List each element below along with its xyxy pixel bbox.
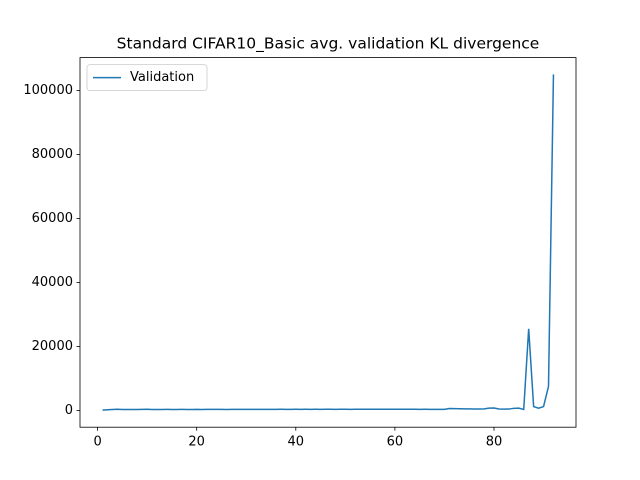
y-tick-label: 0 [65, 403, 73, 418]
y-tick-label: 60000 [32, 211, 73, 226]
line-series [102, 74, 555, 411]
y-tick-label: 20000 [32, 339, 73, 354]
axes-frame [79, 57, 577, 428]
x-tick-label: 60 [387, 435, 404, 450]
y-tick-label: 100000 [23, 83, 73, 98]
chart-title: Standard CIFAR10_Basic avg. validation K… [117, 35, 540, 54]
x-tick-label: 80 [486, 435, 503, 450]
legend-label: Validation [130, 70, 194, 85]
legend-box [86, 64, 208, 91]
y-tick-label: 40000 [32, 275, 73, 290]
x-tick-label: 40 [288, 435, 305, 450]
x-tick-label: 0 [93, 435, 101, 450]
x-tick-label: 20 [188, 435, 205, 450]
y-tick-label: 80000 [32, 147, 73, 162]
